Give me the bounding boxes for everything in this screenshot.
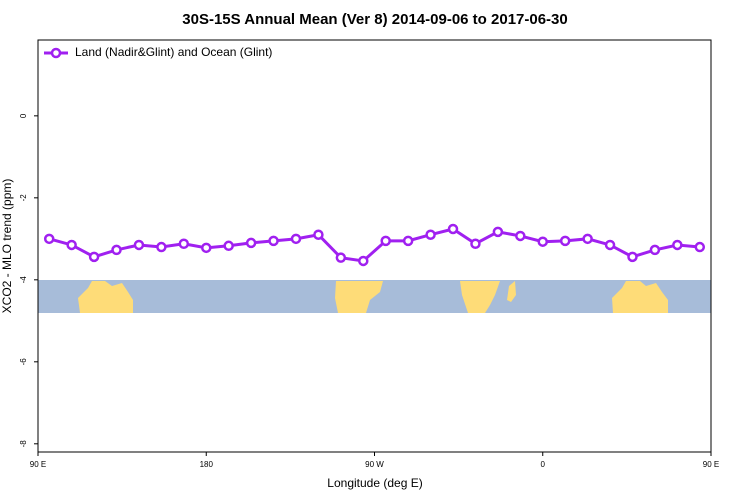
point [313,229,324,240]
point [178,238,190,249]
point [66,239,77,251]
point [358,255,369,267]
point [649,244,661,256]
chart-title: 30S-15S Annual Mean (Ver 8) 2014-09-06 t… [182,11,567,28]
point [694,241,706,253]
point [201,242,212,254]
land [460,281,500,313]
point [156,241,167,253]
point [627,251,638,263]
point [447,223,459,235]
y-tick-label: -2 [19,194,28,202]
point [43,233,55,245]
y-tick-label: -6 [19,358,28,366]
point [582,233,593,245]
point [133,239,145,251]
x-tick-label: 90 W [365,460,384,469]
x-tick-label: 90 E [30,460,46,469]
legend-label: Land (Nadir&Glint) and Ocean (Glint) [75,45,272,59]
point [88,251,100,263]
y-tick-label: 0 [19,113,28,118]
y-axis-label: XCO2 - MLO trend (ppm) [0,179,14,314]
point [559,235,571,247]
point [470,238,481,249]
land [78,281,133,313]
x-axis-label: Longitude (deg E) [327,476,422,490]
legend: Land (Nadir&Glint) and Ocean (Glint) [44,45,272,59]
point [223,240,234,252]
land [612,281,668,313]
point [290,233,302,245]
point [604,239,616,251]
series-line [48,227,700,263]
point [515,230,526,242]
point [672,239,683,251]
point [380,235,391,247]
x-tick-label: 90 E [703,460,719,469]
legend-marker [50,47,62,59]
x-tick-label: 180 [200,460,214,469]
point [268,235,279,247]
y-tick-label: -4 [19,276,28,284]
y-tick-label: -8 [19,440,28,448]
point [245,237,257,249]
point [335,252,347,263]
x-tick-label: 0 [541,460,546,469]
point [111,244,122,256]
land [507,281,516,302]
point [492,226,504,238]
point [537,236,548,247]
point [402,235,414,247]
land [335,281,383,313]
point [425,229,436,240]
map-band [38,280,711,313]
